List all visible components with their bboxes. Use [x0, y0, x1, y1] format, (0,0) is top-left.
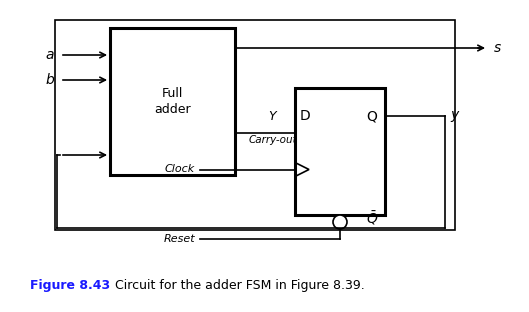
Text: $a$: $a$ [45, 48, 55, 62]
Text: $Y$: $Y$ [268, 110, 278, 123]
Text: Clock: Clock [165, 164, 195, 174]
Text: Carry-out: Carry-out [249, 135, 297, 145]
Text: Q: Q [367, 109, 377, 123]
Text: Reset: Reset [163, 234, 195, 244]
Bar [110, 28, 235, 175]
Text: Circuit for the adder FSM in Figure 8.39.: Circuit for the adder FSM in Figure 8.39… [115, 279, 365, 291]
Bar [55, 20, 455, 230]
Text: $\bar{Q}$: $\bar{Q}$ [366, 209, 378, 227]
Bar [295, 88, 385, 215]
Text: Full: Full [162, 87, 183, 100]
Text: adder: adder [154, 103, 191, 116]
Text: $b$: $b$ [45, 72, 55, 87]
Text: $y$: $y$ [450, 109, 461, 124]
Text: D: D [299, 109, 311, 123]
Text: Figure 8.43: Figure 8.43 [30, 279, 110, 291]
Circle shape [333, 215, 347, 229]
Text: $s$: $s$ [493, 41, 502, 55]
